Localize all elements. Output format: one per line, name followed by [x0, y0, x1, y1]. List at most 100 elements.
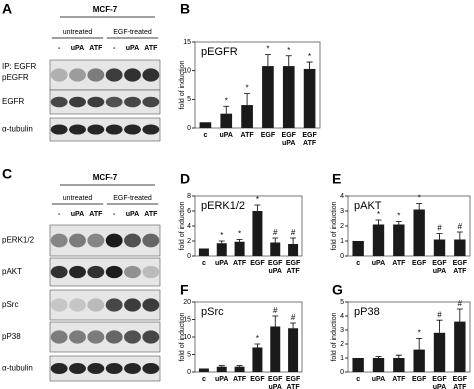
- error-bar: [218, 365, 225, 367]
- chart-title: pSrc: [201, 306, 224, 318]
- lane-label: ATF: [144, 45, 158, 52]
- x-tick-label: uPA: [215, 376, 228, 383]
- bar: [372, 358, 385, 372]
- blot-band: [124, 363, 141, 374]
- y-tick-label: 2: [340, 223, 344, 230]
- significance-mark: *: [287, 46, 290, 55]
- blot-band: [124, 330, 141, 344]
- x-tick-label: ATF: [453, 384, 467, 389]
- x-tick-label: ATF: [233, 260, 247, 267]
- y-tick-label: 5: [340, 299, 344, 306]
- significance-mark: *: [220, 231, 223, 240]
- bar: [303, 68, 316, 128]
- y-tick-label: 2: [340, 341, 344, 348]
- significance-mark: *: [418, 194, 421, 203]
- x-tick-label: EGF: [268, 376, 283, 383]
- group-label: EGF-treated: [113, 195, 152, 202]
- error-bar: [375, 356, 382, 358]
- lane-label: -: [58, 211, 61, 218]
- blot-band: [124, 265, 141, 279]
- error-bar: [285, 55, 292, 67]
- x-tick-label: ATF: [453, 268, 467, 275]
- significance-mark: *: [246, 84, 249, 93]
- panel-label: F: [180, 282, 189, 298]
- bar: [413, 209, 425, 256]
- blot-band: [87, 298, 105, 312]
- blot-band: [87, 363, 105, 374]
- blot-band: [142, 265, 160, 279]
- error-bar: [375, 219, 382, 225]
- bar: [241, 105, 253, 128]
- lane-label: -: [113, 211, 116, 218]
- blot-band: [50, 265, 68, 279]
- blot-band: [142, 298, 160, 312]
- x-tick-label: EGF: [432, 376, 447, 383]
- y-tick-label: 2: [187, 238, 191, 245]
- y-tick-label: 3: [340, 208, 344, 215]
- x-tick-label: c: [202, 260, 206, 267]
- x-tick-label: EGF: [286, 260, 301, 267]
- blot-row-label: α-tubulin: [2, 125, 33, 134]
- error-bar: [395, 221, 402, 225]
- x-tick-label: ATF: [287, 268, 301, 275]
- y-tick-label: 4: [187, 223, 191, 230]
- x-tick-label: ATF: [303, 140, 317, 147]
- x-tick-label: ATF: [392, 260, 406, 267]
- significance-mark: #: [437, 224, 442, 233]
- bar: [252, 347, 263, 372]
- error-bar: [436, 319, 443, 333]
- y-tick-label: 5: [187, 96, 191, 103]
- blot-band: [142, 96, 160, 108]
- panel-label: D: [180, 171, 190, 187]
- x-tick-label: EGF: [261, 132, 276, 139]
- blot-strip: [49, 89, 161, 115]
- lane-label: ATF: [89, 45, 103, 52]
- bar: [454, 321, 466, 372]
- blot-band: [69, 363, 86, 374]
- y-tick-label: 0: [187, 125, 191, 132]
- bar: [234, 241, 245, 256]
- blot-strip: [49, 59, 161, 91]
- significance-mark: #: [273, 228, 278, 237]
- blot-header: MCF-7: [93, 173, 118, 182]
- y-tick-label: 10: [183, 334, 191, 341]
- x-tick-label: uPA: [269, 384, 282, 389]
- blot-row-label: pERK1/2: [2, 236, 35, 245]
- bar: [234, 366, 245, 372]
- significance-mark: *: [256, 334, 259, 343]
- significance-mark: *: [266, 45, 269, 54]
- significance-mark: #: [437, 310, 442, 319]
- panel-label: G: [332, 282, 343, 298]
- bar: [270, 242, 281, 256]
- error-bar: [290, 237, 297, 244]
- blot-band: [142, 233, 160, 248]
- blot-band: [50, 233, 68, 248]
- x-tick-label: c: [356, 260, 360, 267]
- bar: [220, 113, 233, 128]
- significance-mark: *: [225, 96, 228, 105]
- blot-band: [50, 96, 68, 108]
- y-tick-label: 5: [187, 351, 191, 358]
- blot-band: [105, 265, 123, 279]
- y-tick-label: 0: [187, 369, 191, 376]
- blot-band: [69, 265, 86, 279]
- blot-strip: [49, 224, 161, 257]
- panel-label: E: [332, 171, 341, 187]
- x-tick-label: uPA: [282, 140, 295, 147]
- blot-strip: [49, 321, 161, 353]
- blot-band: [142, 124, 160, 135]
- blot-row-label: pAKT: [2, 267, 22, 276]
- blot-band: [87, 96, 105, 108]
- blot-band: [69, 124, 86, 135]
- chart-title: pP38: [354, 306, 380, 318]
- blot-band: [105, 363, 123, 374]
- lane-label: ATF: [89, 211, 103, 218]
- bar: [372, 224, 385, 256]
- blot-band: [105, 124, 123, 135]
- blot-row-label: pEGFR: [2, 73, 29, 82]
- significance-mark: *: [238, 230, 241, 239]
- error-bar: [456, 308, 463, 322]
- x-tick-label: ATF: [233, 376, 247, 383]
- panel-label: C: [2, 166, 12, 182]
- blot-band: [87, 124, 105, 135]
